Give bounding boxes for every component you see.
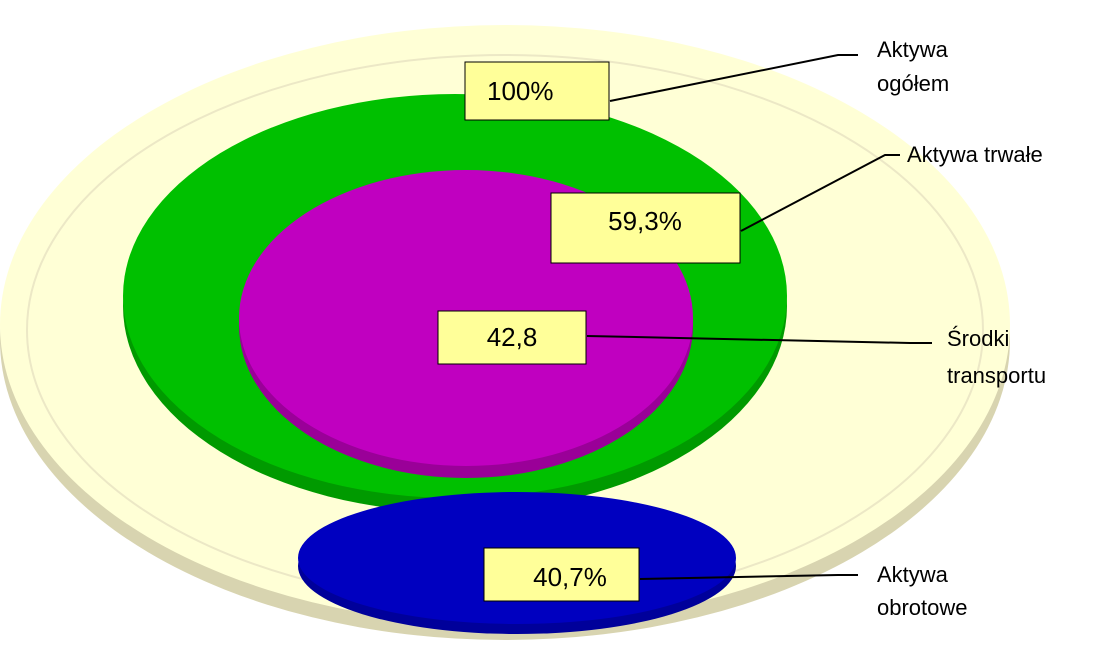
label-transport-line-2: transportu <box>947 363 1046 388</box>
value-box-transport-frame <box>437 310 587 365</box>
leader-lines <box>586 54 932 580</box>
value-box-fixed-frame <box>550 192 741 264</box>
label-total-line-1: Aktywa <box>877 37 949 62</box>
label-transport: Środki transportu <box>947 326 1046 388</box>
leader-line-current <box>639 574 858 580</box>
leader-line-fixed <box>740 154 900 232</box>
value-box-transport: 42,8 <box>437 310 587 365</box>
label-current-line-2: obrotowe <box>877 595 968 620</box>
leader-line-total <box>609 54 858 102</box>
value-box-current-frame <box>483 547 640 602</box>
label-current: Aktywa obrotowe <box>877 562 968 620</box>
value-transport: 42,8 <box>487 322 538 352</box>
value-box-fixed: 59,3% <box>550 192 741 264</box>
label-current-line-1: Aktywa <box>877 562 949 587</box>
value-box-current: 40,7% <box>483 547 640 602</box>
value-current: 40,7% <box>533 562 607 592</box>
label-fixed-line-1: Aktywa trwałe <box>907 142 1043 167</box>
value-fixed: 59,3% <box>608 206 682 236</box>
value-total: 100% <box>487 76 554 106</box>
leader-line-transport <box>586 335 932 344</box>
value-box-total: 100% <box>464 61 610 121</box>
label-fixed: Aktywa trwałe <box>907 142 1043 167</box>
label-transport-line-1: Środki <box>947 326 1009 351</box>
label-total-line-2: ogółem <box>877 71 949 96</box>
label-total: Aktywa ogółem <box>877 37 949 96</box>
value-box-total-frame <box>464 61 610 121</box>
